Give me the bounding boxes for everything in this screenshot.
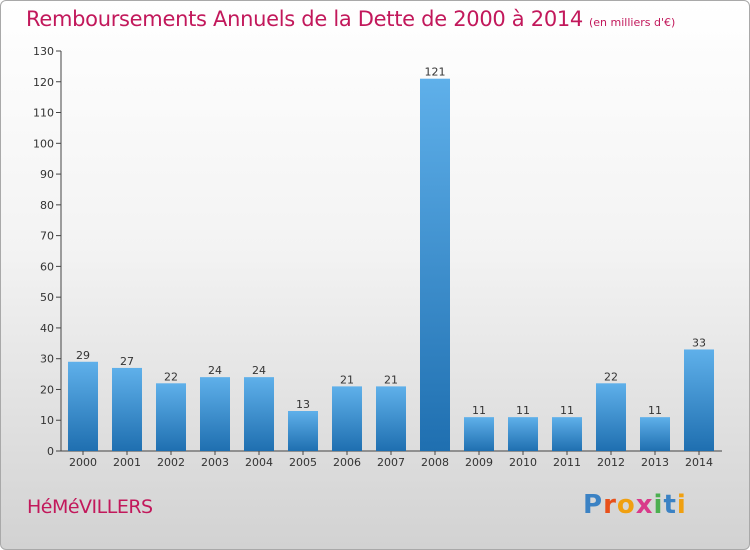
y-tick-label: 40 xyxy=(40,322,54,335)
y-tick-label: 0 xyxy=(47,445,54,458)
bar xyxy=(508,417,538,451)
logo-letter: i xyxy=(653,490,664,520)
bar xyxy=(68,361,98,451)
data-label: 11 xyxy=(472,404,486,417)
y-tick-label: 110 xyxy=(33,107,54,120)
x-tick-label: 2005 xyxy=(289,456,317,469)
data-label: 11 xyxy=(648,404,662,417)
bar xyxy=(288,411,318,451)
data-label: 24 xyxy=(208,364,222,377)
y-tick-label: 60 xyxy=(40,260,54,273)
y-tick-label: 70 xyxy=(40,230,54,243)
data-label: 29 xyxy=(76,349,90,362)
data-label: 22 xyxy=(164,370,178,383)
x-tick-label: 2010 xyxy=(509,456,537,469)
chart-subtitle: (en milliers d'€) xyxy=(589,16,676,29)
bar xyxy=(332,386,362,451)
data-label: 11 xyxy=(560,404,574,417)
bar xyxy=(156,383,186,451)
chart-title: Remboursements Annuels de la Dette de 20… xyxy=(26,7,675,31)
bar xyxy=(200,377,230,451)
y-tick-label: 50 xyxy=(40,291,54,304)
chart-axes: 0 10 20 30 40 50 60 70 80 90 100 110 120 130 2000 2001 2… xyxy=(33,45,722,469)
bar xyxy=(596,383,626,451)
data-label: 33 xyxy=(692,336,706,349)
y-tick-label: 120 xyxy=(33,76,54,89)
bar xyxy=(420,78,450,451)
x-tick-label: 2001 xyxy=(113,456,141,469)
x-tick-label: 2008 xyxy=(421,456,449,469)
x-tick-label: 2004 xyxy=(245,456,273,469)
x-tick-label: 2003 xyxy=(201,456,229,469)
x-tick-label: 2012 xyxy=(597,456,625,469)
logo-letter: i xyxy=(676,490,687,520)
bar xyxy=(376,386,406,451)
chart-title-main: Remboursements Annuels de la Dette de 20… xyxy=(26,7,583,31)
logo-letter: r xyxy=(603,490,617,520)
y-tick-label: 30 xyxy=(40,353,54,366)
chart-labels: 29 27 22 24 24 13 21 21 121 11 11 11 22 11 33 xyxy=(76,66,706,417)
y-tick-label: 20 xyxy=(40,383,54,396)
logo-letter: t xyxy=(663,490,677,520)
chart-bars xyxy=(68,78,714,451)
y-tick-label: 10 xyxy=(40,414,54,427)
data-label: 121 xyxy=(425,66,446,79)
data-label: 21 xyxy=(384,373,398,386)
y-tick-label: 80 xyxy=(40,199,54,212)
bar xyxy=(464,417,494,451)
x-tick-label: 2006 xyxy=(333,456,361,469)
logo-letter: x xyxy=(635,490,654,520)
logo-letter: P xyxy=(583,490,604,520)
x-tick-label: 2009 xyxy=(465,456,493,469)
data-label: 27 xyxy=(120,355,134,368)
x-tick-label: 2014 xyxy=(685,456,713,469)
data-label: 22 xyxy=(604,370,618,383)
data-label: 21 xyxy=(340,373,354,386)
data-label: 24 xyxy=(252,364,266,377)
x-tick-label: 2011 xyxy=(553,456,581,469)
x-tick-label: 2013 xyxy=(641,456,669,469)
city-name: HéMéVILLERS xyxy=(27,496,153,518)
bar xyxy=(684,349,714,451)
bar xyxy=(552,417,582,451)
x-tick-label: 2007 xyxy=(377,456,405,469)
data-label: 13 xyxy=(296,398,310,411)
y-tick-label: 100 xyxy=(33,137,54,150)
bar xyxy=(112,367,142,451)
y-tick-label: 130 xyxy=(33,45,54,58)
y-tick-label: 90 xyxy=(40,168,54,181)
data-label: 11 xyxy=(516,404,530,417)
proxiti-logo: Proxiti xyxy=(583,490,687,520)
x-tick-label: 2000 xyxy=(69,456,97,469)
x-tick-label: 2002 xyxy=(157,456,185,469)
logo-letter: o xyxy=(616,490,636,520)
bar xyxy=(640,417,670,451)
bar xyxy=(244,377,274,451)
